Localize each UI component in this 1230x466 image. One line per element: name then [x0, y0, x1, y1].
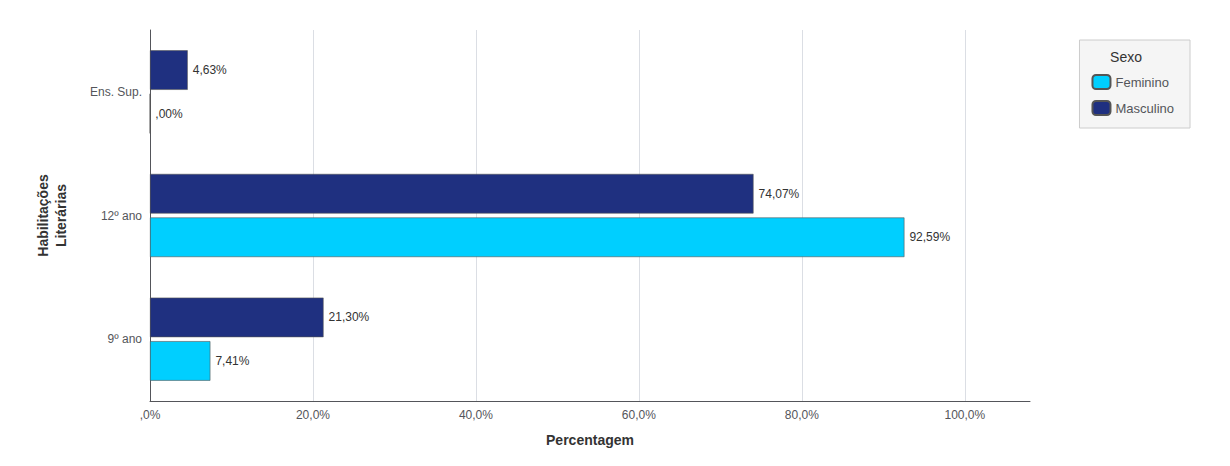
- svg-text:Sexo: Sexo: [1110, 49, 1142, 65]
- svg-text:Literárias: Literárias: [53, 184, 69, 247]
- svg-text:Habilitações: Habilitações: [35, 174, 51, 257]
- svg-text:74,07%: 74,07%: [759, 187, 800, 201]
- svg-text:12º ano: 12º ano: [101, 209, 142, 223]
- svg-text:Percentagem: Percentagem: [546, 432, 634, 448]
- svg-text:21,30%: 21,30%: [329, 310, 370, 324]
- svg-text:92,59%: 92,59%: [909, 230, 950, 244]
- svg-text:40,0%: 40,0%: [459, 408, 493, 422]
- svg-text:4,63%: 4,63%: [193, 63, 227, 77]
- svg-text:7,41%: 7,41%: [215, 354, 249, 368]
- svg-text:60,0%: 60,0%: [622, 408, 656, 422]
- svg-text:Feminino: Feminino: [1115, 75, 1168, 90]
- svg-text:Masculino: Masculino: [1115, 101, 1174, 116]
- svg-text:Ens. Sup.: Ens. Sup.: [90, 85, 142, 99]
- svg-text:,0%: ,0%: [140, 408, 161, 422]
- svg-text:100,0%: 100,0%: [944, 408, 985, 422]
- svg-text:20,0%: 20,0%: [296, 408, 330, 422]
- svg-text:80,0%: 80,0%: [785, 408, 819, 422]
- svg-text:,00%: ,00%: [155, 107, 183, 121]
- svg-text:9º ano: 9º ano: [108, 332, 143, 346]
